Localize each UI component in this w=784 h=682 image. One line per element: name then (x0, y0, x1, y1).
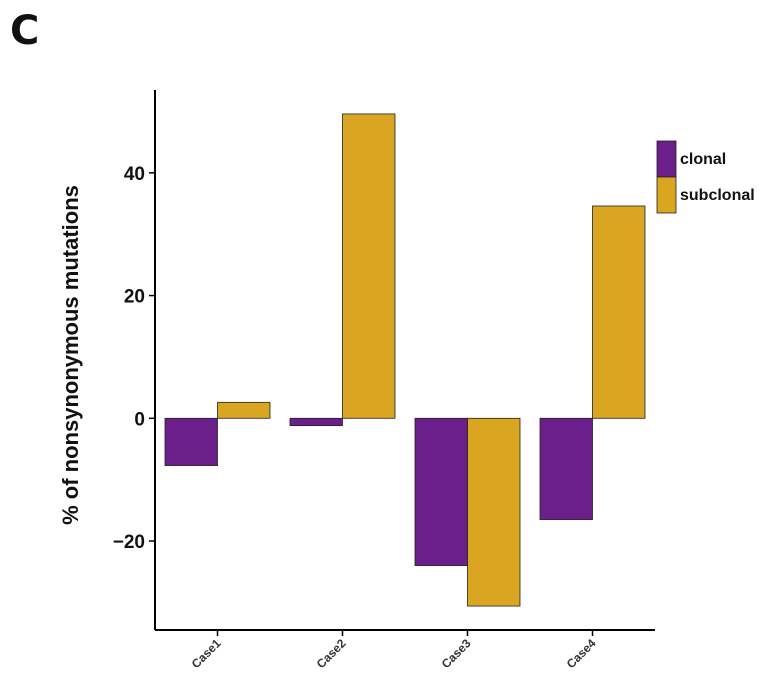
x-tick-label: Case1 (189, 636, 224, 671)
bar-case3-clonal (415, 418, 468, 565)
legend-key-subclonal (657, 177, 676, 213)
x-tick-label: Case4 (564, 636, 599, 671)
bar-case1-subclonal (218, 402, 271, 418)
x-tick-label: Case2 (314, 636, 349, 671)
y-axis-title: % of nonsynonymous mutations (58, 185, 83, 525)
y-tick-label: 0 (134, 409, 145, 430)
x-tick-label: Case3 (439, 636, 474, 671)
panel-label: C (10, 8, 39, 54)
legend: clonal subclonal (657, 141, 755, 213)
y-tick-label: 40 (124, 164, 145, 185)
bars-group (165, 114, 645, 606)
bar-case1-clonal (165, 418, 218, 465)
y-tick-label: 20 (124, 287, 145, 308)
legend-label-clonal: clonal (680, 151, 726, 168)
y-tick-label: −20 (113, 532, 145, 553)
bar-case3-subclonal (468, 418, 521, 606)
legend-key-clonal (657, 141, 676, 177)
bar-case4-clonal (540, 418, 593, 519)
bar-case4-subclonal (593, 206, 646, 418)
bar-case2-subclonal (343, 114, 396, 418)
bar-case2-clonal (290, 418, 343, 425)
legend-label-subclonal: subclonal (680, 187, 755, 204)
